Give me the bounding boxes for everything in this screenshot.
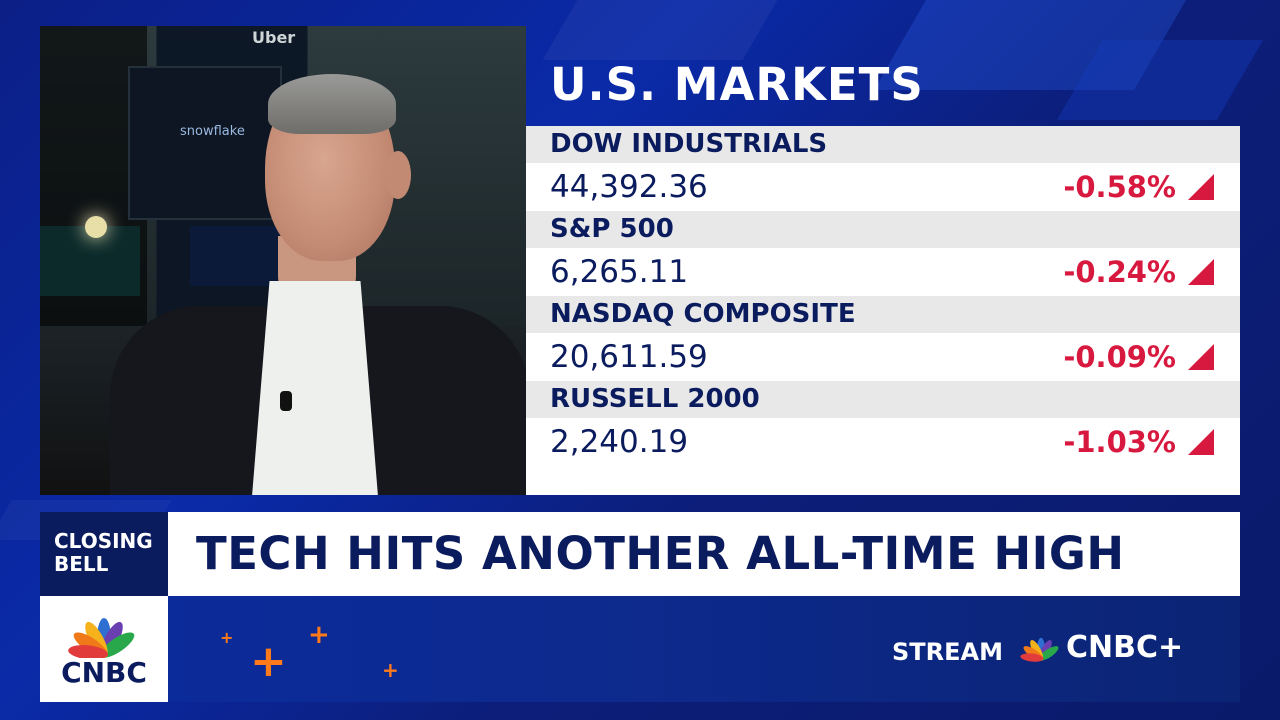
index-value: 6,265.11 xyxy=(550,254,689,290)
headline-bar: TECH HITS ANOTHER ALL-TIME HIGH xyxy=(168,512,1240,596)
plus-icon: + xyxy=(308,620,330,650)
peacock-icon xyxy=(1020,637,1059,662)
sign-snowflake: snowflake xyxy=(180,124,245,139)
index-change: -1.03% xyxy=(1063,425,1176,459)
video-feed: Uber snowflake xyxy=(40,26,526,495)
guest-hair xyxy=(268,74,396,134)
index-change: -0.58% xyxy=(1063,170,1176,204)
markets-title: U.S. MARKETS xyxy=(550,58,924,111)
guest-shirt xyxy=(250,281,380,495)
plus-icon: + xyxy=(220,628,234,647)
down-triangle-icon xyxy=(1188,344,1214,370)
headline: TECH HITS ANOTHER ALL-TIME HIGH xyxy=(196,527,1125,580)
down-triangle-icon xyxy=(1188,429,1214,455)
index-row: 20,611.59 -0.09% xyxy=(526,333,1240,381)
monitor xyxy=(190,226,290,286)
index-change: -0.24% xyxy=(1063,255,1176,289)
down-triangle-icon xyxy=(1188,259,1214,285)
index-change: -0.09% xyxy=(1063,340,1176,374)
markets-table: DOW INDUSTRIALS 44,392.36 -0.58% S&P 500… xyxy=(526,126,1240,495)
guest-ear xyxy=(385,151,411,199)
network-logo: CNBC xyxy=(40,596,168,702)
stream-brand: CNBC+ xyxy=(1066,630,1184,665)
index-row: 2,240.19 -1.03% xyxy=(526,418,1240,466)
plus-icon: + xyxy=(382,658,399,682)
sign-uber: Uber xyxy=(252,28,296,47)
index-name: DOW INDUSTRIALS xyxy=(526,126,1240,163)
show-name-line1: CLOSING xyxy=(54,529,153,553)
index-row: 6,265.11 -0.24% xyxy=(526,248,1240,296)
index-value: 2,240.19 xyxy=(550,424,689,460)
index-name: S&P 500 xyxy=(526,211,1240,248)
ceiling-light xyxy=(85,216,107,238)
index-name: RUSSELL 2000 xyxy=(526,381,1240,418)
index-name: NASDAQ COMPOSITE xyxy=(526,296,1240,333)
stream-bar: + + + + STREAM CNBC+ xyxy=(168,596,1240,702)
index-value: 20,611.59 xyxy=(550,339,708,375)
lapel-mic xyxy=(280,391,292,411)
monitor xyxy=(128,66,282,220)
index-row: 44,392.36 -0.58% xyxy=(526,163,1240,211)
plus-icon: + xyxy=(250,636,287,687)
show-tag: CLOSING BELL xyxy=(40,512,168,596)
guest xyxy=(100,46,526,495)
stream-label: STREAM xyxy=(892,638,1003,666)
cnbc-wordmark: CNBC xyxy=(61,656,147,689)
index-value: 44,392.36 xyxy=(550,169,708,205)
show-name-line2: BELL xyxy=(54,552,109,576)
background-facet xyxy=(542,0,778,60)
monitor xyxy=(40,226,140,296)
peacock-icon xyxy=(68,618,135,658)
down-triangle-icon xyxy=(1188,174,1214,200)
